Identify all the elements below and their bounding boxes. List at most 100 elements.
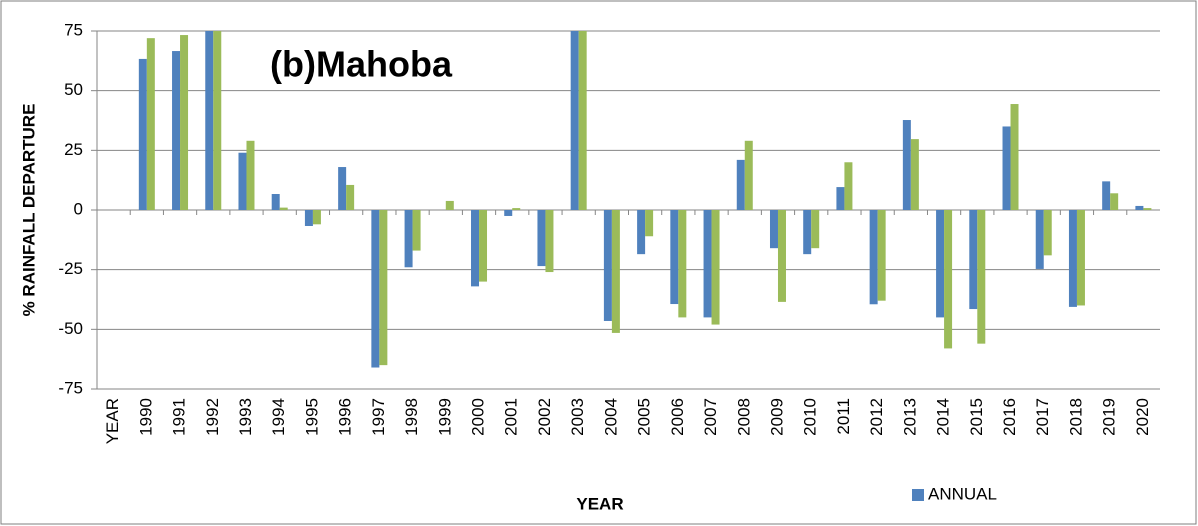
x-tick-label: 2016	[1000, 398, 1019, 436]
bar	[869, 210, 878, 305]
bar	[711, 210, 720, 325]
bar	[1043, 210, 1052, 256]
bar	[910, 139, 919, 210]
x-tick-label: 1990	[136, 398, 155, 436]
y-tick-label: 75	[64, 20, 83, 39]
x-tick-label: 2014	[934, 398, 953, 436]
bar	[512, 208, 521, 210]
x-axis-label: YEAR	[576, 494, 623, 513]
y-tick-label: 50	[64, 80, 83, 99]
bar	[844, 162, 853, 210]
bar	[877, 210, 886, 301]
bar	[902, 120, 911, 210]
bar	[678, 210, 687, 318]
x-tick-label: 2009	[767, 398, 786, 436]
x-tick-label: 2006	[668, 398, 687, 436]
bar	[1102, 181, 1111, 210]
x-tick-label: 2003	[568, 398, 587, 436]
bar	[537, 210, 546, 267]
bar	[172, 51, 181, 210]
x-tick-label: 2007	[701, 398, 720, 436]
x-tick-label: YEAR	[103, 398, 122, 444]
bar	[570, 31, 579, 210]
bar	[304, 210, 313, 226]
bar	[1076, 210, 1085, 306]
bar	[1135, 205, 1144, 210]
bar	[404, 210, 413, 268]
bar	[1010, 104, 1019, 210]
bar	[346, 184, 355, 210]
bar	[744, 140, 753, 210]
bar	[611, 210, 620, 333]
bar	[811, 210, 820, 249]
x-tick-label: 1998	[402, 398, 421, 436]
bar	[836, 187, 845, 210]
x-tick-label: 1993	[236, 398, 255, 436]
bar	[1068, 210, 1077, 307]
bar	[545, 210, 554, 273]
y-tick-label: -25	[58, 259, 83, 278]
chart-title: (b)Mahoba	[270, 44, 453, 85]
bar	[205, 31, 214, 210]
bar	[637, 210, 646, 255]
bar	[578, 31, 587, 210]
x-tick-label: 2020	[1133, 398, 1152, 436]
bar	[1143, 208, 1152, 210]
y-axis-label: % RAINFALL DEPARTURE	[19, 104, 38, 317]
bar	[977, 210, 986, 344]
x-tick-label: 1997	[369, 398, 388, 436]
x-tick-label: 2004	[601, 398, 620, 436]
x-tick-label: 2012	[867, 398, 886, 436]
bar	[338, 167, 347, 210]
y-tick-label: -75	[58, 378, 83, 397]
bar	[670, 210, 679, 305]
bar	[769, 210, 778, 249]
y-tick-label: 25	[64, 140, 83, 159]
bar	[379, 210, 388, 366]
bar	[312, 210, 321, 225]
x-tick-label: 2019	[1100, 398, 1119, 436]
bar	[1035, 210, 1044, 269]
bar	[246, 140, 255, 210]
x-tick-label: 2010	[801, 398, 820, 436]
x-tick-label: 1999	[435, 398, 454, 436]
x-tick-label: 1994	[269, 398, 288, 436]
x-tick-label: 2011	[834, 398, 853, 435]
x-tick-label: 2018	[1066, 398, 1085, 436]
bar	[412, 210, 421, 251]
x-tick-label: 2001	[502, 398, 521, 436]
x-tick-label: 1992	[203, 398, 222, 436]
bar	[238, 152, 247, 210]
bar	[603, 210, 612, 321]
x-tick-label: 1996	[336, 398, 355, 436]
bar	[180, 35, 189, 210]
y-tick-label: 0	[74, 199, 83, 218]
x-tick-label: 1991	[170, 398, 189, 436]
x-tick-label: 2013	[900, 398, 919, 436]
bar	[471, 210, 480, 287]
legend-swatch	[912, 489, 924, 501]
bar	[969, 210, 978, 310]
bar	[1110, 193, 1119, 210]
y-tick-label: -50	[58, 319, 83, 338]
bar	[279, 207, 288, 210]
bar	[146, 38, 155, 210]
bar	[703, 210, 712, 318]
bar	[138, 58, 147, 211]
bar	[271, 194, 280, 210]
x-tick-label: 2015	[967, 398, 986, 436]
bar	[936, 210, 945, 318]
x-tick-label: 2017	[1033, 398, 1052, 436]
bar	[1002, 126, 1011, 210]
bar	[504, 210, 513, 216]
x-tick-label: 1995	[302, 398, 321, 436]
bar	[645, 210, 654, 237]
bar	[777, 210, 786, 302]
x-tick-label: 2002	[535, 398, 554, 436]
bar	[736, 159, 745, 210]
x-tick-label: 2000	[469, 398, 488, 436]
x-tick-label: 2005	[635, 398, 654, 436]
bar	[479, 210, 488, 282]
